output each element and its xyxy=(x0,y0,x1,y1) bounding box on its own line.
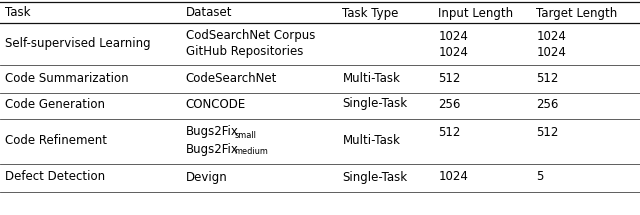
Text: Self-supervised Learning: Self-supervised Learning xyxy=(5,37,151,51)
Text: CodeSearchNet: CodeSearchNet xyxy=(186,72,277,84)
Text: Task: Task xyxy=(5,6,31,20)
Text: 512: 512 xyxy=(536,72,559,84)
Text: Code Summarization: Code Summarization xyxy=(5,72,129,84)
Text: Task Type: Task Type xyxy=(342,6,399,20)
Text: 512: 512 xyxy=(536,126,559,138)
Text: GitHub Repositories: GitHub Repositories xyxy=(186,46,303,58)
Text: medium: medium xyxy=(234,147,268,157)
Text: Multi-Task: Multi-Task xyxy=(342,72,400,84)
Text: 256: 256 xyxy=(438,97,461,111)
Text: small: small xyxy=(234,131,256,140)
Text: Multi-Task: Multi-Task xyxy=(342,134,400,147)
Text: 5: 5 xyxy=(536,170,544,183)
Text: Bugs2Fix: Bugs2Fix xyxy=(186,126,239,138)
Text: CodSearchNet Corpus: CodSearchNet Corpus xyxy=(186,29,315,43)
Text: 1024: 1024 xyxy=(438,46,468,58)
Text: Single-Task: Single-Task xyxy=(342,97,408,111)
Text: Code Refinement: Code Refinement xyxy=(5,134,107,147)
Text: Input Length: Input Length xyxy=(438,6,513,20)
Text: 1024: 1024 xyxy=(536,46,566,58)
Text: Dataset: Dataset xyxy=(186,6,232,20)
Text: Target Length: Target Length xyxy=(536,6,618,20)
Text: 1024: 1024 xyxy=(438,170,468,183)
Text: 256: 256 xyxy=(536,97,559,111)
Text: Single-Task: Single-Task xyxy=(342,170,408,183)
Text: 1024: 1024 xyxy=(438,29,468,43)
Text: 1024: 1024 xyxy=(536,29,566,43)
Text: Defect Detection: Defect Detection xyxy=(5,170,105,183)
Text: Devign: Devign xyxy=(186,170,227,183)
Text: Bugs2Fix: Bugs2Fix xyxy=(186,143,239,155)
Text: 512: 512 xyxy=(438,72,461,84)
Text: Code Generation: Code Generation xyxy=(5,97,105,111)
Text: 512: 512 xyxy=(438,126,461,138)
Text: CONCODE: CONCODE xyxy=(186,97,246,111)
